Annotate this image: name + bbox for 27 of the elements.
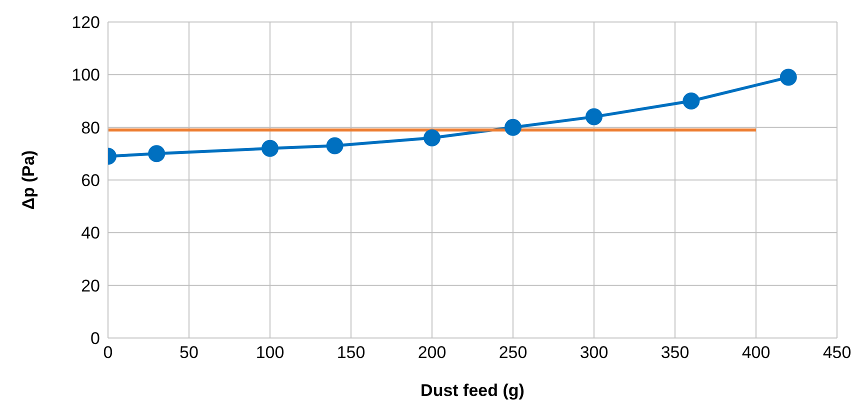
x-tick-label: 0 — [103, 343, 113, 362]
point — [326, 137, 344, 154]
x-tick-label: 350 — [660, 343, 690, 362]
y-tick-label: 100 — [72, 66, 100, 85]
point — [424, 129, 440, 146]
point — [682, 92, 700, 110]
x-tick-label: 50 — [180, 343, 198, 362]
y-tick-label: 20 — [81, 276, 100, 296]
x-tick-label: 150 — [336, 343, 366, 362]
point — [504, 118, 522, 136]
x-tick-label: 100 — [256, 343, 284, 362]
y-tick-label: 40 — [81, 224, 100, 243]
point — [148, 145, 166, 162]
y-tick-label: 80 — [81, 118, 100, 138]
y-tick-label: 0 — [90, 329, 100, 348]
x-axis-title: Dust feed (g) — [420, 381, 524, 400]
x-tick-label: 300 — [580, 343, 608, 362]
x-tick-label: 200 — [418, 343, 446, 362]
x-tick-label: 400 — [742, 343, 770, 362]
point — [262, 140, 278, 157]
point — [586, 108, 602, 126]
x-tick-label: 250 — [498, 343, 528, 362]
x-tick-label: 450 — [822, 343, 852, 362]
y-tick-label: 60 — [81, 171, 100, 190]
y-axis-title: Δp (Pa) — [19, 150, 38, 210]
y-tick-label: 120 — [72, 13, 100, 32]
point — [780, 68, 797, 86]
